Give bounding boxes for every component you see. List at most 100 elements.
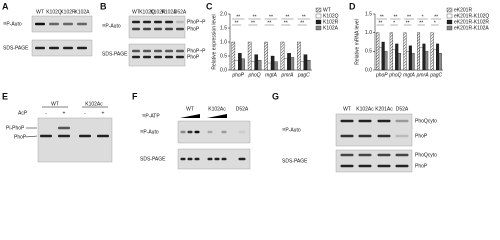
band: [395, 119, 409, 123]
legend-label: eK201R: [454, 7, 472, 13]
gel: [177, 120, 251, 144]
significance: **: [267, 20, 271, 26]
significance: **: [434, 14, 438, 20]
bar: [389, 32, 393, 71]
significance: *: [393, 20, 395, 26]
lane-label: K102R: [60, 9, 76, 15]
lane-label: D52A: [396, 106, 409, 112]
band: [238, 157, 246, 161]
y-tick-label: 1.5: [365, 11, 372, 17]
bar: [433, 49, 437, 71]
y-tick-label: 0.0: [220, 67, 227, 73]
lane-label: WT: [343, 106, 351, 112]
bar: [417, 32, 421, 71]
page: {"panels": { "A": {"label": "A", "lanes"…: [2, 1, 490, 173]
band: [238, 130, 246, 134]
bar: [274, 61, 278, 71]
band: [358, 164, 372, 168]
lane-label: K102A: [74, 9, 90, 15]
arrow: [25, 135, 38, 138]
bar: [406, 51, 410, 71]
band: [154, 49, 162, 53]
significance: **: [236, 14, 240, 20]
band: [63, 22, 73, 26]
row-label: SDS-PAGE: [3, 45, 29, 51]
panel-label: F: [132, 91, 138, 101]
legend-swatch: [446, 13, 453, 19]
x-tick-label: pagC: [429, 72, 442, 78]
treatment-label: AcP: [18, 110, 28, 116]
gel: [177, 148, 251, 170]
lane-label: K102R: [150, 9, 166, 15]
significance: **: [284, 20, 288, 26]
band: [340, 134, 354, 138]
band: [58, 126, 70, 130]
x-tick-label: pmrA: [280, 72, 294, 78]
x-tick-label: phoP: [375, 72, 388, 78]
band: [35, 46, 45, 50]
group-label: WT: [51, 101, 59, 107]
bar: [436, 43, 440, 71]
bar: [411, 53, 415, 71]
band: [358, 119, 372, 123]
lane-label: WT: [132, 9, 140, 15]
legend-label: eK201R-K102Q: [454, 13, 489, 19]
sign-label: +: [102, 110, 105, 116]
significance: **: [378, 20, 382, 26]
band: [40, 134, 52, 138]
gel: [335, 149, 413, 173]
band-label: PhoP: [187, 26, 200, 32]
bar: [297, 41, 301, 71]
gel: [31, 39, 93, 57]
bar: [306, 60, 311, 71]
lane-label: K102Q: [139, 9, 155, 15]
ramp: [207, 114, 227, 118]
row-label: ³²P-Auto: [3, 21, 22, 27]
band: [143, 55, 151, 59]
panel-label: D: [349, 1, 356, 11]
legend-swatch: [446, 25, 453, 31]
y-tick-label: 0.5: [365, 49, 372, 55]
band-label: PhoP: [187, 54, 200, 60]
band-label: PhoP: [415, 133, 428, 139]
band: [132, 49, 140, 53]
sign-label: -: [84, 110, 86, 116]
gel: [37, 117, 113, 163]
lane-label: K201Ac: [375, 106, 393, 112]
bar: [381, 41, 385, 71]
bar: [267, 62, 272, 71]
bar: [234, 60, 239, 71]
bar: [254, 54, 259, 71]
band: [143, 20, 151, 24]
y-tick-label: 1.5: [220, 25, 227, 31]
band: [165, 27, 173, 31]
legend-swatch: [315, 7, 322, 13]
bar: [251, 61, 255, 71]
bar: [395, 43, 399, 71]
legend-label: WT: [323, 7, 331, 13]
band: [49, 46, 59, 50]
bar: [419, 47, 423, 71]
significance: **: [302, 14, 306, 20]
band: [58, 134, 70, 138]
band: [207, 157, 213, 161]
reagent-label: ³²P-ATP: [142, 113, 160, 119]
x-tick-label: mgtA: [403, 72, 415, 78]
significance: **: [406, 20, 410, 26]
significance: **: [269, 14, 273, 20]
gel: [335, 113, 413, 147]
band-label: PhoP~P: [187, 19, 206, 25]
significance: *: [434, 20, 436, 26]
band: [214, 157, 220, 161]
legend-swatch: [315, 19, 322, 25]
band: [194, 157, 200, 161]
group-label: K102Ac: [85, 101, 103, 107]
band: [176, 49, 184, 53]
legend-label: K102Q: [323, 13, 339, 19]
band: [63, 46, 73, 50]
band: [79, 134, 91, 138]
y-tick-label: 2.0: [220, 11, 227, 17]
bar: [425, 51, 429, 71]
gel: [31, 15, 93, 33]
bar: [403, 32, 407, 71]
